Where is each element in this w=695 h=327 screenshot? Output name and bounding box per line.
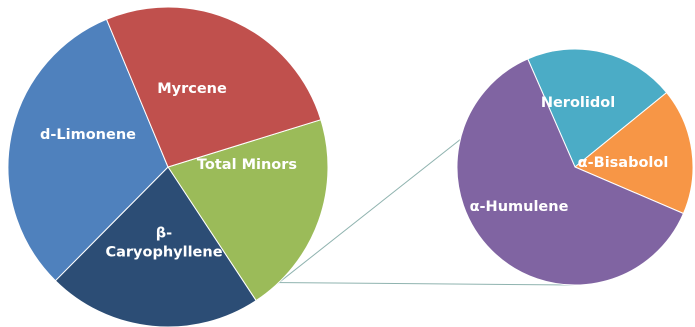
breakdown-label-bisabolol: α-Bisabolol	[578, 155, 669, 171]
slice-labels: Myrcene Total Minors β-Caryophyllene d-Limo…	[40, 81, 668, 261]
breakdown-pie	[456, 48, 694, 286]
main-slice-caryophyllene	[7, 18, 169, 282]
main-label-myrcene: Myrcene	[157, 81, 227, 97]
main-slice-total-minors	[54, 166, 257, 327]
main-pie	[7, 6, 329, 327]
main-slice-d-limonene	[105, 6, 322, 168]
breakdown-slice-humulene	[456, 58, 685, 286]
main-label-caryophyllene: β-Caryophyllene	[105, 226, 222, 261]
breakdown-slice-bisabolol	[574, 91, 694, 215]
main-slice-myrcene	[167, 119, 329, 302]
main-label-total-minors: Total Minors	[197, 157, 297, 173]
breakdown-label-nerolidol: Nerolidol	[541, 95, 615, 111]
main-label-d-limonene: d-Limonene	[40, 127, 136, 143]
breakdown-label-humulene: α-Humulene	[470, 199, 569, 215]
